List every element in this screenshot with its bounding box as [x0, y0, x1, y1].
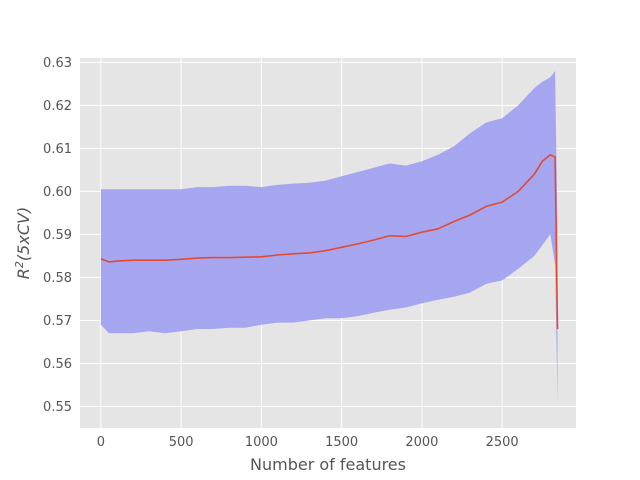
std-band: [100, 70, 558, 403]
x-axis-label: Number of features: [250, 455, 406, 474]
x-tick-label: 2500: [486, 435, 519, 450]
y-tick-label: 0.59: [43, 228, 72, 243]
mean-line-group: [100, 154, 559, 330]
std-band-group: [100, 70, 558, 403]
x-tick-label: 1500: [325, 435, 358, 450]
y-tick-labels: 0.55 0.56 0.57 0.58 0.59 0.60 0.61 0.62 0.63: [43, 56, 72, 415]
mean-line: [100, 154, 559, 330]
y-tick-label: 0.56: [43, 357, 72, 372]
y-axis-label-base: R: [14, 268, 33, 279]
x-tick-label: 1000: [245, 435, 278, 450]
y-axis-label-rest: (5xCV): [14, 207, 33, 261]
y-tick-label: 0.55: [43, 400, 72, 415]
y-axis-label: R2(5xCV): [13, 207, 33, 279]
y-tick-label: 0.58: [43, 271, 72, 286]
y-tick-label: 0.60: [43, 185, 72, 200]
x-tick-label: 2000: [405, 435, 438, 450]
y-tick-label: 0.63: [43, 56, 72, 71]
x-tick-label: 0: [97, 435, 105, 450]
y-tick-label: 0.62: [43, 99, 72, 114]
y-tick-label: 0.61: [43, 142, 72, 157]
x-tick-labels: 0 500 1000 1500 2000 2500: [97, 435, 519, 450]
y-tick-label: 0.57: [43, 314, 72, 329]
y-axis-label-sup: 2: [13, 261, 26, 268]
x-tick-label: 500: [169, 435, 194, 450]
